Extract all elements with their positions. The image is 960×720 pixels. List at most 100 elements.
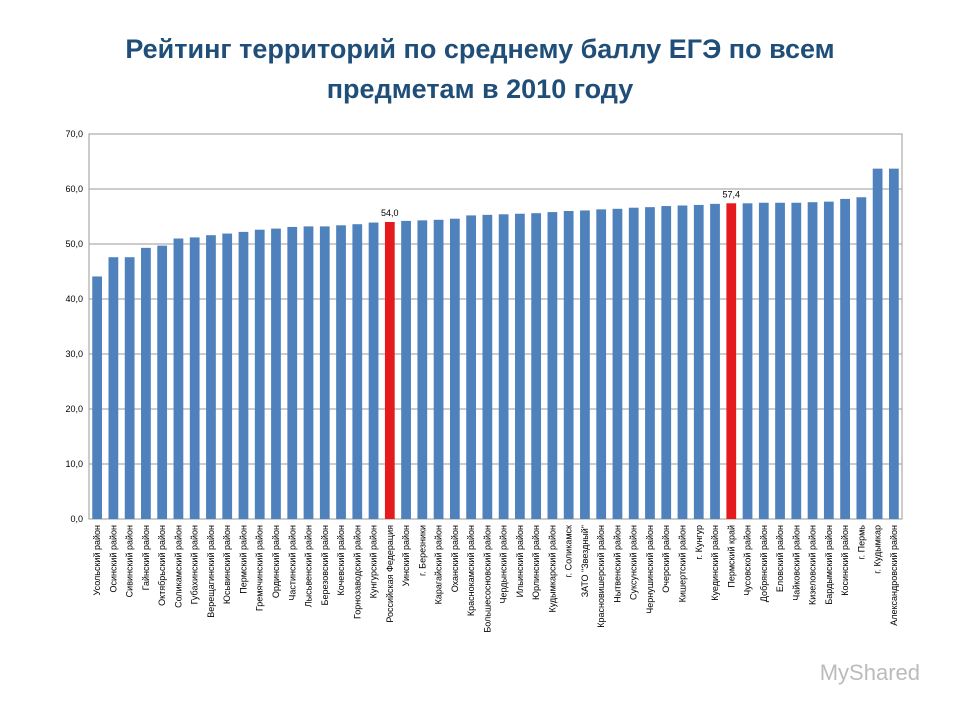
bar: [710, 203, 720, 519]
x-tick-label: Чайковский район: [791, 525, 801, 601]
y-tick-label: 70,0: [65, 129, 83, 139]
x-tick-label: Чусовской район: [743, 525, 753, 596]
y-tick-label: 50,0: [65, 239, 83, 249]
x-tick-label: Лысьвенский район: [304, 525, 314, 607]
bar: [466, 215, 476, 519]
chart-title: предметам в 2010 году: [327, 74, 633, 104]
x-tick-label: Кизеловский район: [808, 525, 818, 605]
bar: [661, 206, 672, 520]
bar: [92, 276, 103, 519]
bar: [612, 208, 623, 520]
x-tick-label: Губахинский район: [190, 525, 200, 604]
value-label: 54,0: [381, 208, 399, 218]
x-tick-label: ЗАТО "Звездный": [580, 525, 590, 597]
bar: [238, 231, 249, 519]
bar: [401, 220, 411, 519]
x-tick-label: Добрянский район: [759, 525, 769, 602]
bar: [124, 257, 135, 519]
x-tick-label: Юсьвинский район: [222, 525, 232, 604]
x-tick-label: Кочевский район: [336, 525, 346, 595]
bar: [840, 198, 850, 519]
x-tick-label: Еловский район: [775, 525, 785, 592]
x-tick-label: Оханский район: [450, 525, 460, 592]
x-tick-label: Сивинский район: [125, 525, 135, 597]
bar: [303, 226, 314, 519]
bar: [482, 214, 493, 519]
x-tick-label: Кишертский район: [677, 525, 687, 602]
bar: [531, 213, 542, 519]
bar: [417, 220, 428, 519]
x-tick-label: Уинский район: [401, 525, 411, 586]
bar: [580, 210, 590, 519]
x-tick-label: г. Пермь: [856, 525, 866, 560]
bar: [157, 245, 168, 519]
bar: [141, 247, 151, 519]
bar: [173, 238, 184, 519]
bar: [596, 209, 607, 519]
bar: [319, 226, 330, 519]
x-tick-label: Ильинский район: [515, 525, 525, 597]
x-tick-label: Частинский район: [287, 525, 297, 601]
x-tick-label: Усольский район: [92, 525, 102, 596]
bar: [693, 204, 704, 519]
bar: [384, 222, 395, 519]
bar: [677, 205, 688, 519]
bar: [775, 202, 785, 519]
x-tick-label: Верещагинский район: [206, 525, 216, 618]
bar: [791, 202, 802, 519]
x-tick-label: Очерский район: [661, 525, 671, 593]
value-label: 57,4: [723, 189, 741, 199]
chart-title: Рейтинг территорий по среднему баллу ЕГЭ…: [125, 34, 834, 64]
bar: [222, 233, 233, 520]
watermark: MyShared: [820, 660, 920, 685]
bar: [645, 207, 655, 519]
bar: [352, 224, 363, 519]
x-tick-label: Юрлинский район: [531, 525, 541, 600]
bar: [628, 207, 639, 519]
bar: [368, 222, 379, 520]
y-tick-label: 20,0: [65, 404, 83, 414]
bar: [449, 218, 460, 519]
x-tick-label: Чердынский район: [499, 525, 509, 604]
x-tick-label: Красновишерский район: [596, 525, 606, 628]
bar: [287, 226, 298, 519]
y-tick-label: 60,0: [65, 184, 83, 194]
bar: [726, 203, 737, 520]
bar: [758, 202, 769, 519]
x-tick-label: Краснокамский район: [466, 525, 476, 616]
x-tick-label: Пермский край: [726, 525, 736, 588]
x-tick-label: Пермский район: [238, 525, 248, 594]
y-tick-label: 0,0: [70, 514, 83, 524]
x-tick-label: Горнозаводский район: [352, 525, 362, 619]
bar: [271, 228, 281, 519]
bar: [872, 168, 883, 519]
x-tick-label: Гремячинский район: [255, 525, 265, 611]
bar: [254, 229, 265, 519]
y-tick-label: 40,0: [65, 294, 83, 304]
x-tick-label: Чернушинский район: [645, 525, 655, 614]
x-tick-label: Кунгурский район: [369, 525, 379, 598]
bar: [189, 237, 200, 519]
bar: [336, 225, 346, 520]
x-tick-label: Большесосновский район: [482, 525, 492, 633]
x-tick-label: г. Соликамск: [564, 525, 574, 578]
bar: [498, 214, 509, 520]
bar: [823, 201, 834, 519]
x-tick-label: г. Березники: [417, 525, 427, 576]
x-tick-label: Суксунский район: [629, 525, 639, 600]
x-tick-label: Александровский район: [889, 525, 899, 626]
bar: [742, 203, 753, 520]
x-tick-label: г. Кудымкар: [873, 525, 883, 574]
x-tick-label: Ординский район: [271, 525, 281, 598]
bar: [563, 211, 574, 519]
bar: [856, 197, 867, 519]
x-tick-label: Косинский район: [840, 525, 850, 596]
bar: [515, 213, 525, 519]
x-tick-label: Осинский район: [108, 525, 118, 593]
x-tick-label: Карагайский район: [434, 525, 444, 604]
bar: [433, 219, 444, 520]
x-tick-label: Российская Федерация: [385, 525, 395, 623]
bar: [547, 212, 558, 519]
y-tick-label: 30,0: [65, 349, 83, 359]
